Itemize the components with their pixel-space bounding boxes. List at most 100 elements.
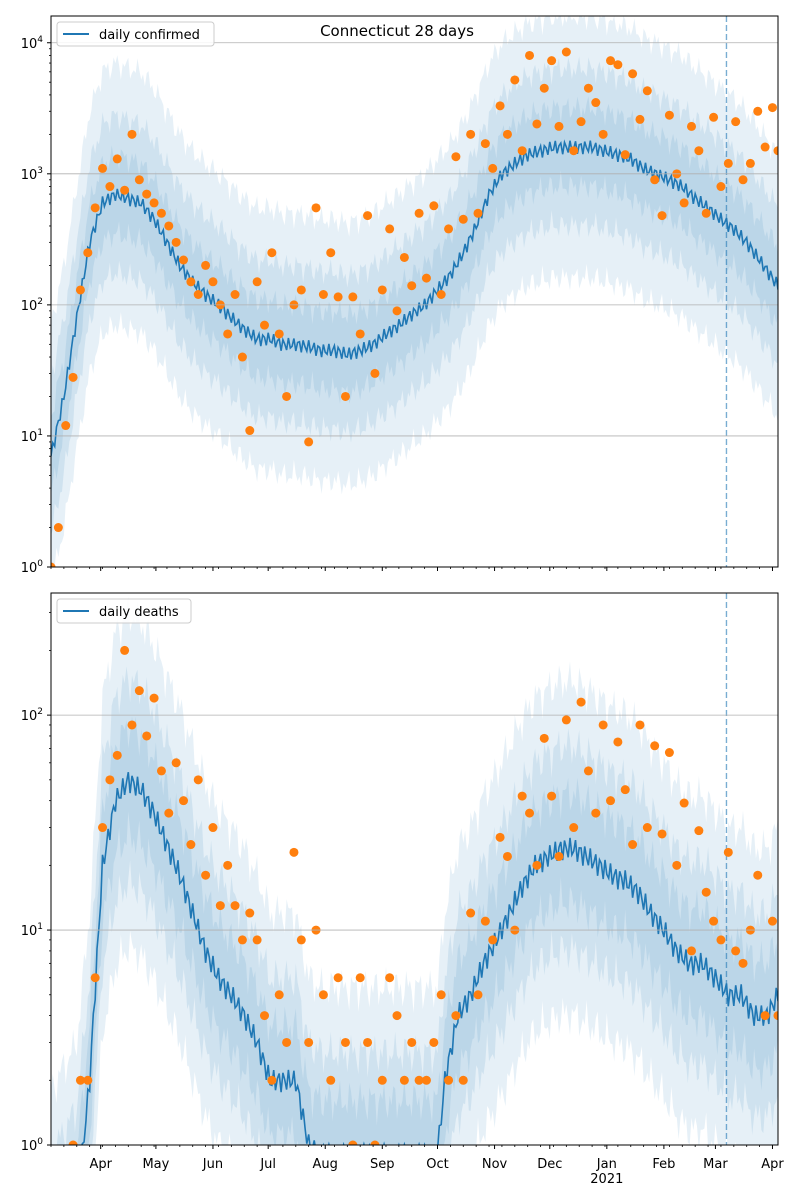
observed-point [127,720,137,730]
observed-point [171,237,181,247]
y-tick-base: 10 [21,709,38,724]
observed-point [348,1140,358,1145]
observed-point [267,1075,277,1085]
observed-point [112,750,122,760]
observed-point [738,175,748,185]
observed-point [355,973,365,983]
observed-point [164,808,174,818]
observed-point [488,935,498,945]
observed-point [179,255,189,265]
observed-point [745,158,755,168]
observed-point [149,198,159,208]
observed-point [591,808,601,818]
observed-point [61,421,71,431]
observed-point [326,248,336,258]
observed-point [642,86,652,96]
observed-point [773,146,778,156]
observed-point [767,103,777,113]
observed-point [385,224,395,234]
observed-point [635,114,645,124]
observed-point [414,1075,424,1085]
observed-point [134,686,144,696]
y-tick-exp: 2 [37,297,43,307]
observed-point [613,737,623,747]
plot-area [51,16,778,567]
observed-point [517,146,527,156]
observed-point [68,1140,78,1145]
observed-point [311,203,321,213]
observed-point [333,973,343,983]
observed-point [606,796,616,806]
chart-title: Connecticut 28 days [320,22,474,40]
observed-point [318,990,328,1000]
observed-point [716,935,726,945]
observed-point [679,198,689,208]
observed-point [414,208,424,218]
observed-point [709,916,719,926]
observed-point [245,908,255,918]
observed-point [318,289,328,299]
observed-point [664,748,674,758]
axes-frame [50,592,779,1146]
observed-point [274,990,284,1000]
observed-point [215,901,225,911]
observed-point [156,766,166,776]
observed-point [259,320,269,330]
uncertainty-band-outer [51,596,778,1145]
observed-point [156,208,166,218]
observed-point [473,208,483,218]
observed-point [686,121,696,131]
observed-point [716,182,726,192]
observed-point [333,292,343,302]
observed-point [664,110,674,120]
observed-point [193,289,203,299]
observed-point [488,163,498,173]
x-tick-label: Oct [426,1157,448,1172]
observed-point [480,139,490,149]
observed-point [164,221,174,231]
legend-label: daily confirmed [99,28,200,43]
uncertainty-band-middle [51,56,778,536]
observed-point [539,733,549,743]
observed-point [679,798,689,808]
y-tick-base: 10 [21,1139,38,1154]
observed-point [731,117,741,127]
y-tick-label: 102 [21,297,43,314]
observed-point [399,252,409,262]
observed-point [370,368,380,378]
observed-point [193,775,203,785]
observed-point [51,562,56,567]
observed-point [68,372,78,382]
observed-point [75,285,85,295]
observed-point [267,248,277,258]
observed-point [576,697,586,707]
observed-point [767,916,777,926]
x-tick-label: Dec [537,1157,562,1172]
observed-point [583,83,593,93]
observed-point [149,693,159,703]
observed-point [502,851,512,861]
observed-point [723,847,733,857]
axes-frame [50,15,779,568]
y-tick-exp: 1 [37,428,43,438]
observed-point [98,823,108,833]
uncertainty-band-middle [56,666,778,1145]
observed-point [672,860,682,870]
observed-point [363,1037,373,1047]
observed-point [635,720,645,730]
observed-point [223,860,233,870]
x-tick-label: Nov [482,1157,508,1172]
y-tick-base: 10 [21,561,38,576]
observed-point [105,775,115,785]
observed-point [289,847,299,857]
y-tick-exp: 0 [37,559,43,569]
observed-point [561,715,571,725]
observed-point [554,851,564,861]
observed-point [259,1011,269,1021]
observed-point [642,823,652,833]
observed-point [613,60,623,70]
observed-point [186,277,196,287]
observed-point [576,117,586,127]
observed-point [591,98,601,108]
